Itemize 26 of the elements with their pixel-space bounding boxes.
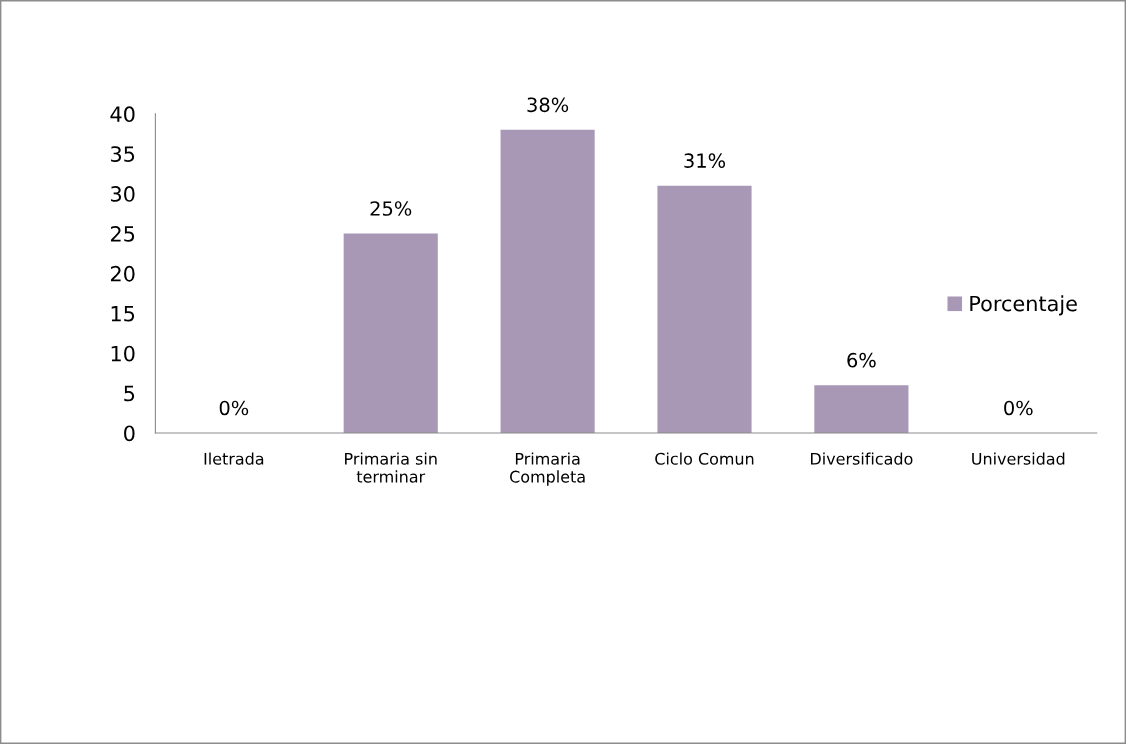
x-tick-label: Primaria sin terminar	[345, 452, 437, 483]
y-tick-label: 20	[110, 265, 135, 282]
bar	[500, 129, 595, 434]
x-tick-label: Ciclo Comun	[655, 452, 754, 465]
legend-label: Porcentaje	[970, 295, 1077, 316]
y-tick-label: 25	[110, 225, 135, 242]
data-label: 6%	[847, 352, 876, 368]
y-tick-label: 30	[111, 186, 135, 202]
data-label: 0%	[1004, 400, 1033, 416]
x-tick-label: Universidad	[972, 452, 1065, 465]
data-label: 38%	[527, 97, 569, 113]
data-label: 0%	[219, 400, 249, 416]
bar	[343, 233, 438, 434]
bar	[657, 185, 752, 434]
x-tick-label: Diversificado	[811, 452, 913, 465]
data-label: 25%	[370, 201, 412, 216]
y-tick-label: 0	[124, 425, 135, 442]
y-tick-label: 10	[111, 345, 135, 362]
y-tick-label: 15	[111, 306, 135, 322]
y-tick-label: 35	[111, 146, 135, 162]
data-label: 31%	[684, 153, 726, 168]
y-tick-label: 5	[124, 385, 135, 402]
x-tick-label: Iletrada	[204, 452, 264, 465]
y-tick-label: 40	[110, 106, 135, 123]
x-tick-label: Primaria Completa	[510, 452, 585, 486]
bar	[814, 385, 909, 434]
